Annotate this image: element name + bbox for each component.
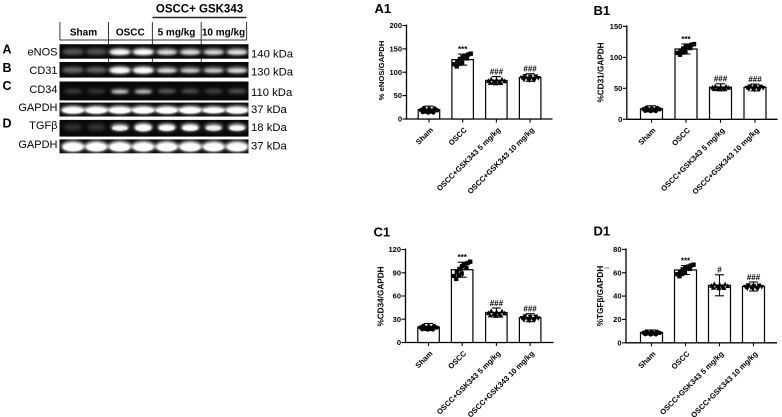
svg-text:0: 0 xyxy=(398,115,402,124)
svg-text:***: *** xyxy=(681,35,691,44)
svg-text:###: ### xyxy=(523,305,537,314)
svg-text:***: *** xyxy=(681,256,691,265)
svg-text:90: 90 xyxy=(393,268,401,277)
svg-text:OSCC+GSK343 10 mg/kg: OSCC+GSK343 10 mg/kg xyxy=(466,349,537,417)
svg-text:OSCC+GSK343 5 mg/kg: OSCC+GSK343 5 mg/kg xyxy=(435,125,503,193)
svg-text:###: ### xyxy=(714,75,728,84)
svg-text:OSCC: OSCC xyxy=(446,349,468,371)
svg-text:###: ### xyxy=(523,65,537,74)
svg-text:C: C xyxy=(3,79,12,93)
svg-text:OSCC: OSCC xyxy=(670,349,692,371)
svg-text:110 kDa: 110 kDa xyxy=(251,87,293,99)
svg-text:10 mg/kg: 10 mg/kg xyxy=(202,28,245,39)
svg-text:Sham: Sham xyxy=(413,349,434,370)
svg-text:Sham: Sham xyxy=(70,28,97,39)
svg-text:###: ### xyxy=(747,273,761,282)
svg-text:40: 40 xyxy=(613,292,621,301)
svg-text:CD34: CD34 xyxy=(29,84,57,96)
svg-text:D: D xyxy=(3,117,12,131)
svg-text:D1: D1 xyxy=(594,224,611,239)
svg-text:0: 0 xyxy=(397,338,401,347)
svg-text:100: 100 xyxy=(389,68,402,77)
svg-text:%TGFβ/GAPDH: %TGFβ/GAPDH xyxy=(596,266,605,327)
svg-text:OSCC+GSK343 10 mg/kg: OSCC+GSK343 10 mg/kg xyxy=(691,126,762,197)
svg-text:OSCC+GSK343 10 mg/kg: OSCC+GSK343 10 mg/kg xyxy=(466,125,537,196)
svg-text:% eNOS/GAPDH: % eNOS/GAPDH xyxy=(377,40,386,100)
svg-text:18 kDa: 18 kDa xyxy=(251,122,288,134)
svg-text:TGFβ: TGFβ xyxy=(29,120,57,132)
svg-text:###: ### xyxy=(748,75,762,84)
svg-text:130 kDa: 130 kDa xyxy=(251,67,294,79)
svg-text:B: B xyxy=(3,61,12,75)
svg-text:50: 50 xyxy=(394,91,402,100)
svg-text:%CD34/GAPDH: %CD34/GAPDH xyxy=(377,266,386,326)
svg-text:OSCC: OSCC xyxy=(670,125,692,147)
svg-text:20: 20 xyxy=(613,315,621,324)
svg-text:0: 0 xyxy=(617,338,621,347)
svg-text:OSCC+GSK343 5 mg/kg: OSCC+GSK343 5 mg/kg xyxy=(435,349,503,417)
svg-text:###: ### xyxy=(490,299,504,308)
svg-text:OSCC+GSK343 5 mg/kg: OSCC+GSK343 5 mg/kg xyxy=(659,126,727,194)
svg-text:37 kDa: 37 kDa xyxy=(251,104,288,116)
svg-text:OSCC+GSK343 10 mg/kg: OSCC+GSK343 10 mg/kg xyxy=(689,349,760,417)
svg-text:OSCC+GSK343 5 mg/kg: OSCC+GSK343 5 mg/kg xyxy=(658,349,726,417)
svg-text:120: 120 xyxy=(388,245,401,254)
svg-text:OSCC: OSCC xyxy=(447,125,469,147)
svg-text:37 kDa: 37 kDa xyxy=(251,141,288,153)
svg-text:A1: A1 xyxy=(375,1,392,16)
svg-text:GAPDH: GAPDH xyxy=(18,139,57,151)
svg-text:###: ### xyxy=(490,67,504,76)
svg-text:***: *** xyxy=(458,253,468,262)
svg-text:50: 50 xyxy=(614,84,622,93)
svg-text:Sham: Sham xyxy=(636,126,657,147)
svg-text:Sham: Sham xyxy=(636,349,657,370)
svg-text:60: 60 xyxy=(613,268,621,277)
svg-text:60: 60 xyxy=(393,292,401,301)
svg-text:B1: B1 xyxy=(594,3,611,18)
svg-text:140 kDa: 140 kDa xyxy=(251,48,294,60)
svg-text:***: *** xyxy=(458,45,468,54)
svg-text:150: 150 xyxy=(610,22,623,31)
svg-text:GAPDH: GAPDH xyxy=(18,102,57,114)
svg-text:Sham: Sham xyxy=(414,125,435,146)
svg-text:C1: C1 xyxy=(374,225,391,240)
svg-text:#: # xyxy=(717,266,722,275)
svg-text:5 mg/kg: 5 mg/kg xyxy=(158,28,196,39)
svg-text:OSCC: OSCC xyxy=(116,28,145,39)
svg-text:30: 30 xyxy=(393,315,401,324)
svg-text:100: 100 xyxy=(610,53,623,62)
svg-text:%CD31/GAPDH: %CD31/GAPDH xyxy=(597,42,606,102)
svg-text:eNOS: eNOS xyxy=(28,46,58,58)
svg-text:A: A xyxy=(3,43,12,57)
svg-text:200: 200 xyxy=(389,21,402,30)
svg-text:OSCC+ GSK343: OSCC+ GSK343 xyxy=(156,4,243,16)
svg-text:0: 0 xyxy=(618,115,622,124)
svg-text:80: 80 xyxy=(613,245,621,254)
svg-text:150: 150 xyxy=(389,45,402,54)
svg-text:CD31: CD31 xyxy=(29,65,57,77)
